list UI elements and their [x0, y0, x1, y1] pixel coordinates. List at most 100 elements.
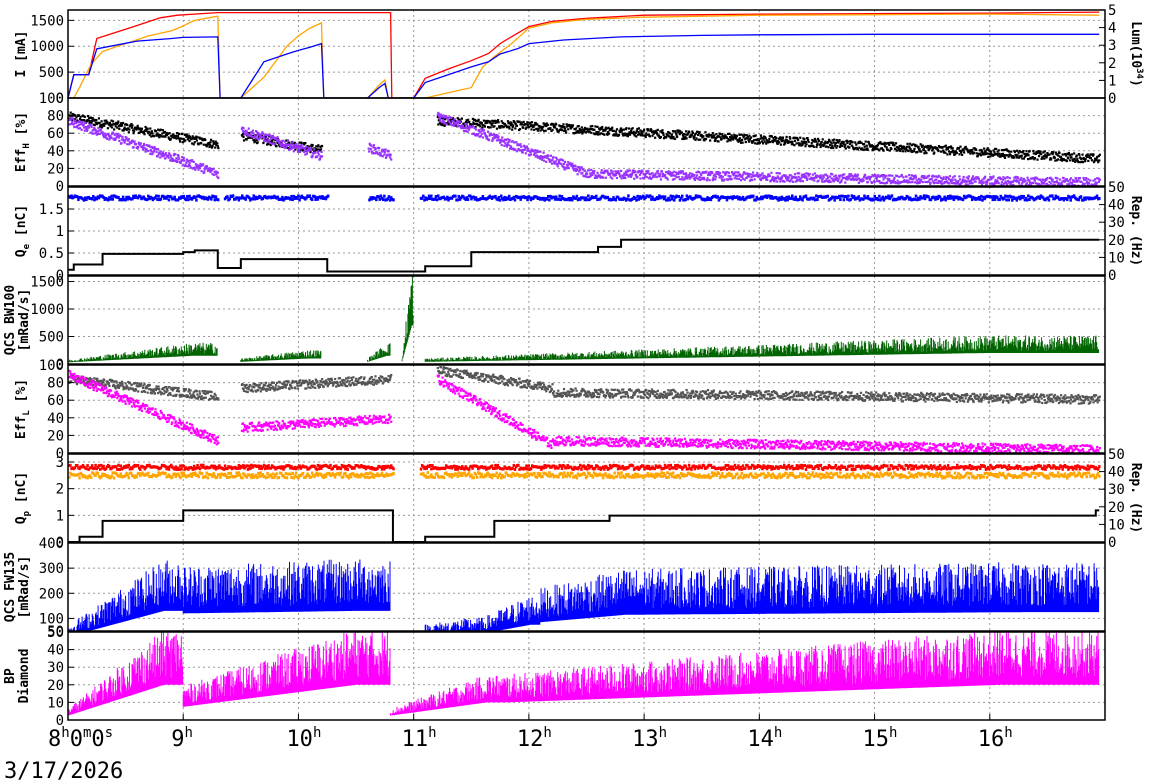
- scatter-point: [1001, 152, 1005, 155]
- scatter-point: [1029, 182, 1032, 185]
- scatter-point: [1043, 182, 1046, 185]
- scatter-point: [930, 146, 933, 149]
- scatter-point: [773, 180, 776, 183]
- scatter-point: [466, 130, 469, 133]
- scatter-point: [1031, 157, 1034, 160]
- band-point: [1095, 194, 1099, 198]
- scatter-point: [485, 135, 489, 138]
- scatter-point: [612, 129, 615, 132]
- band-point: [187, 198, 190, 202]
- scatter-point: [551, 123, 555, 126]
- scatter-point: [142, 384, 145, 387]
- scatter-point: [834, 174, 837, 177]
- scatter-point: [688, 173, 691, 176]
- scatter-point: [445, 123, 448, 126]
- scatter-point: [254, 390, 258, 393]
- scatter-point: [745, 134, 748, 137]
- scatter-point: [161, 132, 164, 135]
- scatter-point: [969, 152, 972, 155]
- scatter-point: [133, 389, 136, 392]
- scatter-point: [831, 139, 834, 142]
- scatter-point: [130, 141, 133, 145]
- scatter-point: [694, 176, 698, 179]
- scatter-point: [1074, 180, 1077, 183]
- scatter-point: [71, 120, 74, 123]
- scatter-point: [712, 136, 715, 139]
- scatter-point: [629, 175, 633, 178]
- scatter-point: [93, 126, 96, 130]
- scatter-point: [546, 123, 549, 127]
- scatter-point: [704, 131, 707, 134]
- scatter-point: [897, 146, 900, 149]
- band-point: [978, 197, 982, 201]
- scatter-point: [182, 138, 185, 141]
- scatter-point: [186, 135, 189, 138]
- scatter-point: [1018, 156, 1021, 159]
- scatter-point: [88, 120, 92, 123]
- scatter-point: [693, 178, 697, 182]
- scatter-point: [799, 136, 802, 139]
- scatter-point: [951, 147, 954, 150]
- scatter-point: [294, 387, 297, 390]
- scatter-point: [615, 128, 619, 131]
- scatter-point: [904, 147, 908, 150]
- scatter-point: [955, 151, 958, 154]
- scatter-point: [848, 143, 852, 146]
- scatter-point: [526, 121, 529, 124]
- scatter-point: [610, 127, 613, 130]
- band-point: [214, 195, 218, 199]
- scatter-point: [599, 128, 602, 131]
- scatter-point: [606, 131, 610, 134]
- scatter-point: [776, 142, 779, 145]
- scatter-point: [161, 129, 164, 132]
- scatter-point: [912, 150, 915, 153]
- scatter-point: [479, 134, 482, 138]
- scatter-point: [833, 138, 836, 141]
- scatter-point: [899, 149, 902, 153]
- series-line: [68, 13, 1100, 98]
- band-point: [558, 194, 561, 198]
- scatter-point: [107, 382, 111, 385]
- scatter-point: [829, 180, 832, 184]
- band-point: [1015, 198, 1019, 202]
- scatter-point: [715, 170, 718, 174]
- scatter-point: [293, 380, 296, 383]
- scatter-point: [314, 386, 317, 390]
- scatter-point: [574, 127, 578, 130]
- scatter-point: [179, 140, 182, 143]
- scatter-point: [697, 138, 700, 141]
- scatter-point: [650, 177, 653, 180]
- scatter-point: [982, 181, 985, 184]
- y2tick-label: 4: [1108, 21, 1116, 37]
- scatter-point: [990, 182, 994, 185]
- scatter-point: [457, 120, 460, 123]
- scatter-point: [714, 138, 717, 141]
- scatter-point: [966, 183, 969, 186]
- scatter-point: [988, 182, 991, 185]
- scatter-point: [186, 394, 190, 397]
- band-point: [849, 197, 852, 201]
- scatter-point: [592, 172, 595, 175]
- scatter-point: [827, 146, 830, 149]
- scatter-point: [730, 137, 733, 141]
- scatter-point: [514, 148, 517, 151]
- scatter-point: [500, 138, 503, 142]
- scatter-point: [1026, 158, 1030, 161]
- scatter-point: [262, 385, 265, 388]
- scatter-point: [757, 175, 760, 179]
- band-point: [553, 197, 557, 201]
- scatter-point: [968, 180, 971, 183]
- band-point: [847, 194, 850, 198]
- band-point: [297, 194, 300, 198]
- scatter-point: [728, 136, 732, 139]
- scatter-point: [197, 395, 201, 398]
- scatter-point: [819, 143, 822, 146]
- band-point: [1025, 198, 1029, 202]
- scatter-point: [864, 140, 867, 143]
- scatter-point: [298, 150, 302, 154]
- scatter-point: [157, 392, 160, 395]
- scatter-point: [1022, 157, 1025, 160]
- scatter-point: [186, 138, 190, 141]
- scatter-point: [707, 174, 710, 177]
- scatter-point: [683, 137, 686, 140]
